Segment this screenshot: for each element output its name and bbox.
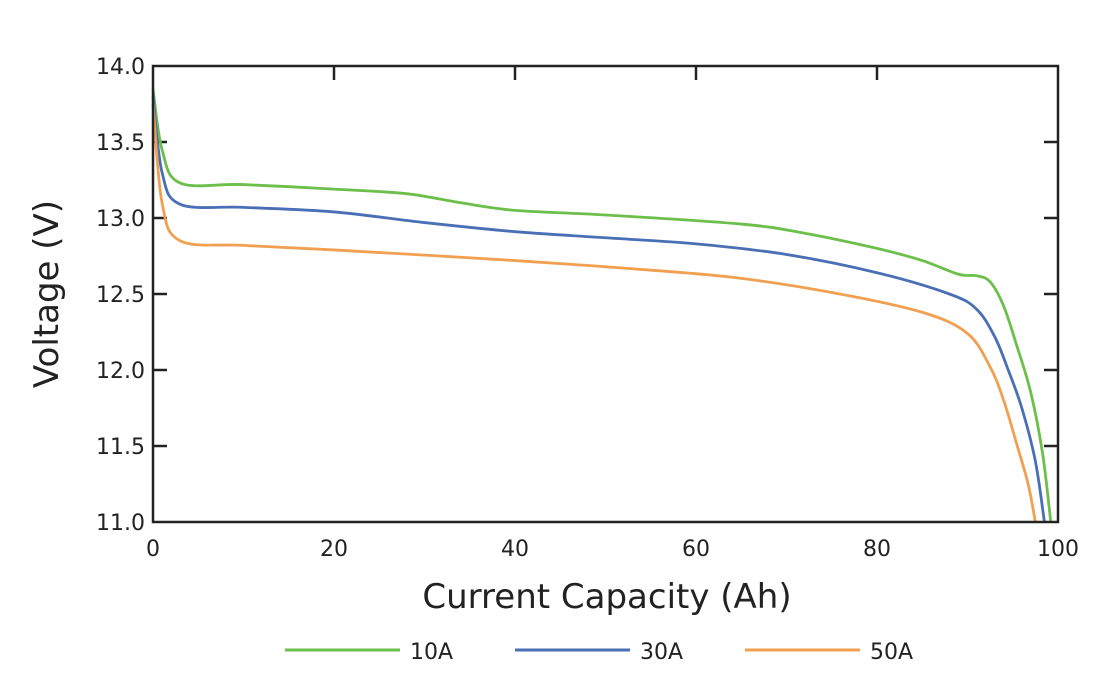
plot-frame	[151, 64, 1060, 524]
legend-label-50A: 50A	[870, 640, 913, 665]
series-line-10A	[151, 88, 1053, 523]
x-tick-label: 20	[320, 537, 348, 562]
legend-label-30A: 30A	[640, 640, 683, 665]
x-tick-label: 40	[501, 537, 529, 562]
x-tick-label: 0	[146, 537, 160, 562]
x-tick-label: 80	[863, 537, 891, 562]
y-tick-label: 13.0	[96, 207, 145, 232]
y-tick-label: 13.5	[96, 131, 145, 156]
x-tick-label: 100	[1037, 537, 1079, 562]
y-tick-label: 11.0	[96, 511, 145, 536]
y-tick-label: 12.0	[96, 359, 145, 384]
x-axis-label: Current Capacity (Ah)	[422, 577, 791, 617]
legend-label-10A: 10A	[410, 640, 453, 665]
x-tick-label: 60	[682, 537, 710, 562]
y-axis-label: Voltage (V)	[27, 200, 67, 388]
series-line-30A	[151, 96, 1046, 523]
y-tick-label: 14.0	[96, 55, 145, 80]
series-line-50A	[151, 103, 1037, 523]
y-tick-label: 12.5	[96, 283, 145, 308]
y-tick-label: 11.5	[96, 435, 145, 460]
